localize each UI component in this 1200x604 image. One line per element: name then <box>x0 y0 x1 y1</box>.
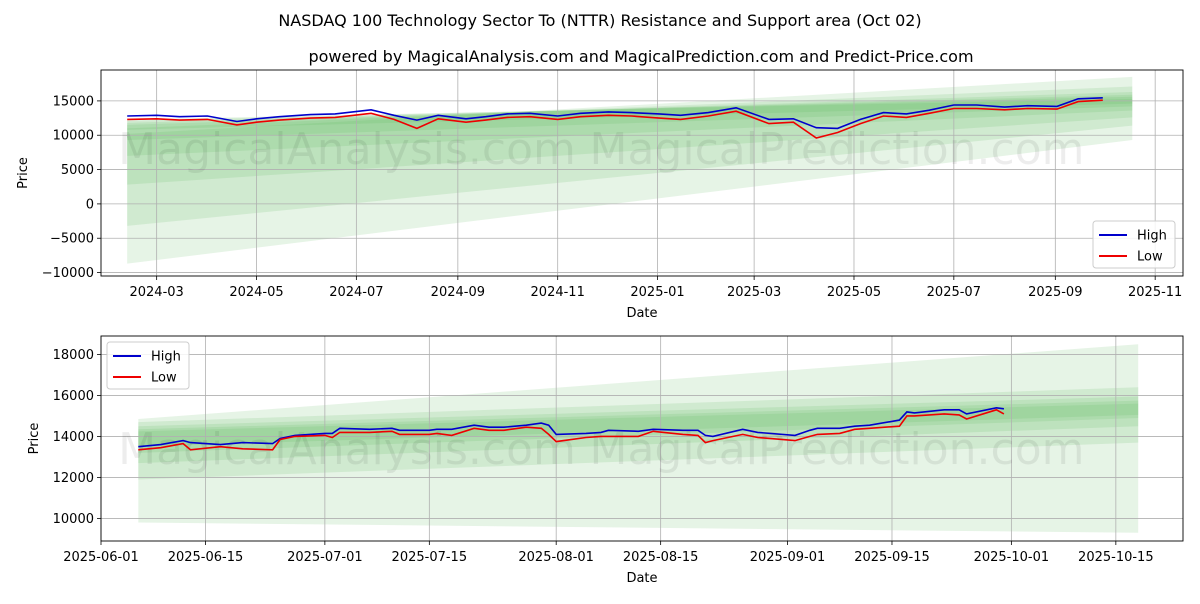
prediction-band-2 <box>138 396 1139 464</box>
ticks: 2024-03 2024-05 2024-07 2024-09 2024-11 2025-… <box>42 94 1183 300</box>
prediction-band-1 <box>138 387 1139 480</box>
series-line-high <box>127 97 1103 130</box>
y-tick-label: 18000 <box>53 348 94 363</box>
y-tick-label: 16000 <box>53 389 94 404</box>
x-tick-label: 2024-09 <box>431 285 485 300</box>
ticks: 2025-06-01 2025-06-15 2025-07-01 2025-07-15… <box>53 348 1154 565</box>
x-tick-label: 2025-11 <box>1128 285 1182 300</box>
plot-frame <box>100 335 1184 542</box>
series-line-low <box>127 99 1103 139</box>
x-tick-label: 2024-11 <box>531 285 585 300</box>
x-tick-label: 2025-10-01 <box>974 550 1050 565</box>
series-lines <box>127 97 1103 139</box>
series-lines <box>138 406 1005 451</box>
watermark-text: MagicalPrediction.com <box>590 124 1085 175</box>
prediction-band-1 <box>127 86 1133 226</box>
x-tick-label: 2025-07-01 <box>287 550 363 565</box>
x-tick-label: 2024-03 <box>129 285 183 300</box>
prediction-band-3 <box>127 94 1133 156</box>
watermarks: MagicalAnalysis.com MagicalPrediction.com <box>118 124 1084 175</box>
y-tick-label: 10000 <box>53 129 94 144</box>
y-axis-label: Price <box>16 157 31 189</box>
x-tick-label: 2025-08-15 <box>623 550 699 565</box>
prediction-band-4 <box>138 403 1139 447</box>
watermark-text: MagicalAnalysis.com <box>118 124 576 175</box>
legend: High Low <box>1092 220 1176 269</box>
legend-label-high: High <box>151 350 181 365</box>
x-tick-label: 2025-06-01 <box>63 550 139 565</box>
x-tick-label: 2025-06-15 <box>168 550 244 565</box>
bottom-chart-axes: 2025-06-01 2025-06-15 2025-07-01 2025-07-15… <box>27 335 1184 586</box>
x-axis-label: Date <box>626 306 657 321</box>
x-tick-label: 2025-05 <box>827 285 881 300</box>
legend-label-low: Low <box>151 371 177 386</box>
gridlines <box>100 336 1183 541</box>
x-tick-label: 2024-07 <box>329 285 383 300</box>
y-tick-label: 15000 <box>53 94 94 109</box>
prediction-band-4 <box>127 96 1133 141</box>
prediction-band-2 <box>127 91 1133 185</box>
x-tick-label: 2024-05 <box>229 285 283 300</box>
y-tick-label: 0 <box>86 197 94 212</box>
legend: High Low <box>106 341 190 390</box>
y-tick-label: 12000 <box>53 471 94 486</box>
x-tick-label: 2025-07-15 <box>392 550 468 565</box>
prediction-band-5 <box>127 98 1133 130</box>
y-axis-label: Price <box>27 423 42 455</box>
chart-title: NASDAQ 100 Technology Sector To (NTTR) R… <box>278 11 921 30</box>
y-tick-label: 14000 <box>53 430 94 445</box>
x-tick-label: 2025-01 <box>630 285 684 300</box>
prediction-bands <box>138 344 1139 533</box>
prediction-band-0 <box>138 344 1139 533</box>
series-line-high <box>138 406 1005 448</box>
x-tick-label: 2025-09-15 <box>854 550 930 565</box>
chart-subtitle: powered by MagicalAnalysis.com and Magic… <box>308 47 973 66</box>
plot-frame <box>100 69 1184 277</box>
x-axis-label: Date <box>626 571 657 586</box>
y-tick-label: 10000 <box>53 512 94 527</box>
legend-label-high: High <box>1137 229 1167 244</box>
top-chart-axes: 2024-03 2024-05 2024-07 2024-09 2024-11 2025-… <box>16 69 1184 321</box>
y-tick-label: 5000 <box>61 163 94 178</box>
x-tick-label: 2025-10-15 <box>1078 550 1154 565</box>
legend-label-low: Low <box>1137 250 1163 265</box>
series-line-low <box>138 408 1005 451</box>
prediction-bands <box>127 76 1133 264</box>
x-tick-label: 2025-03 <box>727 285 781 300</box>
prediction-band-3 <box>138 400 1139 453</box>
prediction-band-0 <box>127 76 1133 264</box>
gridlines <box>101 70 1183 276</box>
x-tick-label: 2025-08-01 <box>518 550 594 565</box>
y-tick-label: −10000 <box>42 266 94 281</box>
x-tick-label: 2025-09-01 <box>750 550 826 565</box>
x-tick-label: 2025-09 <box>1028 285 1082 300</box>
y-tick-label: −5000 <box>50 232 94 247</box>
x-tick-label: 2025-07 <box>927 285 981 300</box>
